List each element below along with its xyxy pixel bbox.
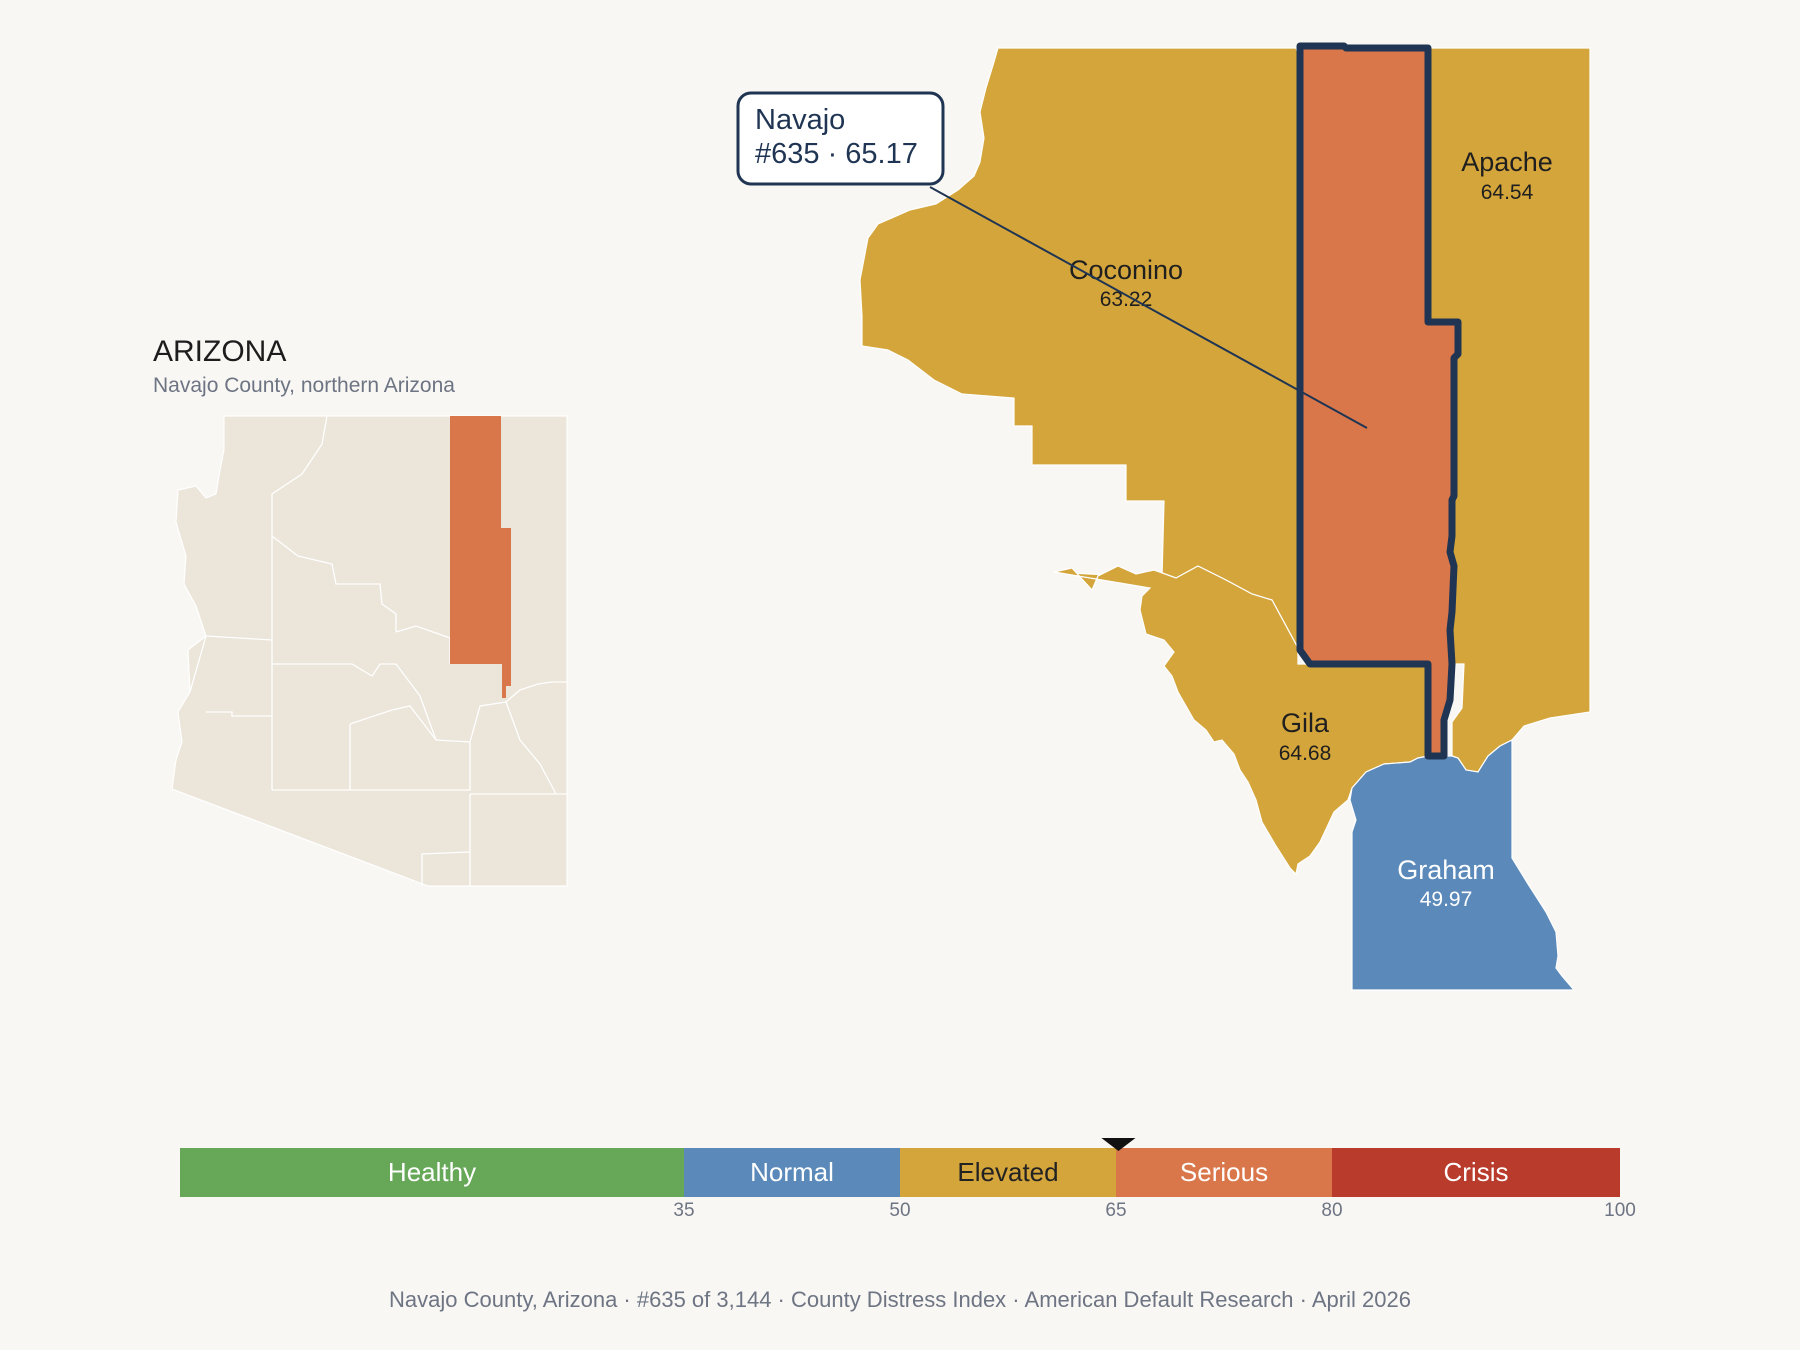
inset-title: ARIZONA [153, 335, 286, 368]
footer-credit: Navajo County, Arizona · #635 of 3,144 ·… [389, 1287, 1411, 1312]
scale-tick-35: 35 [673, 1200, 694, 1221]
scale-band-label-normal: Normal [750, 1157, 834, 1187]
label-gila-score: 64.68 [1279, 742, 1332, 765]
main-region-map: Coconino 63.22 Apache 64.54 Gila 64.68 G… [736, 42, 1591, 991]
inset-navajo-highlight [450, 416, 511, 698]
scale-band-serious [1116, 1148, 1332, 1197]
county-gila[interactable] [1053, 565, 1429, 876]
arizona-inset-map: ARIZONA Navajo County, northern Arizona [153, 335, 568, 887]
scale-marker-icon [1101, 1138, 1136, 1151]
inset-subtitle: Navajo County, northern Arizona [153, 374, 455, 397]
label-apache-score: 64.54 [1481, 181, 1534, 204]
callout-name: Navajo [755, 104, 845, 136]
scale-tick-50: 50 [889, 1200, 910, 1221]
county-navajo[interactable] [1296, 42, 1462, 760]
scale-band-label-serious: Serious [1180, 1157, 1268, 1187]
scale-tick-80: 80 [1321, 1200, 1342, 1221]
scale-band-label-crisis: Crisis [1444, 1157, 1509, 1187]
scale-band-label-healthy: Healthy [388, 1157, 476, 1187]
scale-band-label-elevated: Elevated [957, 1157, 1058, 1187]
label-coconino-name: Coconino [1069, 255, 1183, 285]
label-graham-score: 49.97 [1420, 888, 1473, 911]
callout-box [736, 91, 945, 186]
county-graham[interactable] [1349, 739, 1576, 991]
label-gila-name: Gila [1281, 708, 1330, 738]
scale-band-healthy [180, 1148, 684, 1197]
scale-tick-100: 100 [1604, 1200, 1636, 1221]
inset-county-borders [189, 415, 567, 886]
scale-band-crisis [1332, 1148, 1620, 1197]
label-apache-name: Apache [1461, 147, 1553, 177]
distress-scale: Healthy Normal Elevated Serious Crisis 35 50 65… [180, 1138, 1636, 1221]
scale-band-elevated [900, 1148, 1116, 1197]
scale-tick-65: 65 [1105, 1200, 1126, 1221]
callout-leader-line [929, 186, 1368, 429]
label-coconino-score: 63.22 [1100, 288, 1153, 311]
scale-band-normal [684, 1148, 900, 1197]
label-graham-name: Graham [1397, 855, 1495, 885]
callout-detail: #635 · 65.17 [755, 138, 918, 170]
